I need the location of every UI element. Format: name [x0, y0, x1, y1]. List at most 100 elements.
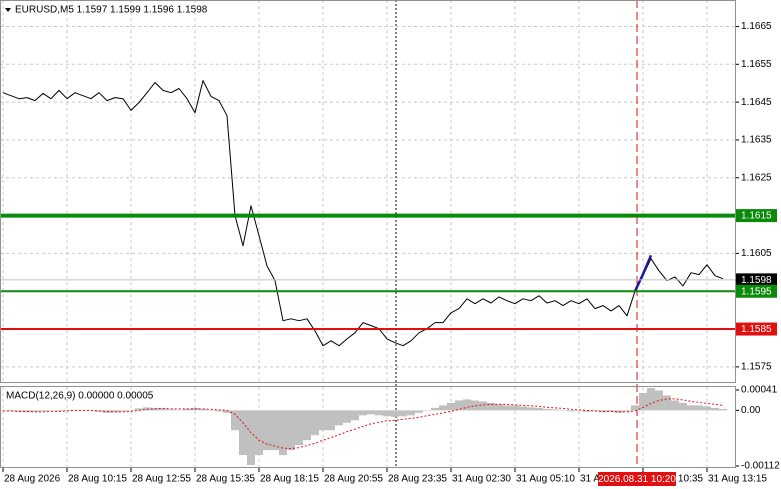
macd-bar [175, 409, 183, 411]
macd-bar [255, 410, 263, 456]
macd-bar [591, 410, 599, 412]
dropdown-icon[interactable] [5, 8, 11, 12]
macd-bar [367, 410, 375, 415]
macd-bar [127, 409, 135, 411]
macd-bar [351, 410, 359, 421]
y-tick-label: 1.1605 [741, 248, 772, 259]
macd-bar [567, 410, 575, 412]
macd-bar [719, 408, 727, 411]
macd-bar [495, 404, 503, 411]
level-label-box [736, 322, 777, 336]
macd-bar [55, 410, 63, 412]
plot-layer [0, 80, 735, 466]
macd-bar [295, 410, 303, 446]
macd-bar [359, 410, 367, 416]
macd-bar [471, 400, 479, 411]
x-tick-label: 28 Aug 10:15 [68, 474, 127, 485]
x-tick-label: 28 Aug 20:55 [324, 474, 383, 485]
macd-bar [535, 407, 543, 411]
macd-frame [0, 386, 736, 468]
macd-bar [439, 405, 447, 411]
x-tick-label: 28 Aug 18:15 [260, 474, 319, 485]
macd-bar [143, 407, 151, 411]
macd-bar [575, 410, 583, 411]
macd-bar [7, 410, 15, 412]
time-marker-label: 2026.08.31 10:20 [598, 474, 676, 485]
price-line [633, 254, 653, 292]
macd-bar [319, 410, 327, 431]
macd-bar [583, 410, 591, 412]
macd-bar [551, 409, 559, 411]
macd-bar [671, 400, 679, 411]
macd-bar [663, 395, 671, 411]
macd-bar [527, 407, 535, 411]
macd-bar [247, 410, 255, 466]
macd-bar [215, 410, 223, 412]
y-tick-label: 1.1665 [741, 21, 772, 32]
level-label: 1.1595 [741, 286, 772, 297]
level-label-box [736, 273, 777, 287]
macd-bar [511, 405, 519, 411]
macd-bar [199, 408, 207, 411]
macd-bar [431, 407, 439, 411]
x-tick-label: 31 Aug 13:15 [708, 474, 767, 485]
main-frame [0, 0, 736, 383]
macd-bar [327, 410, 335, 431]
macd-bar [623, 410, 631, 412]
macd-bar [711, 407, 719, 411]
macd-bar [559, 410, 567, 411]
macd-bar [279, 410, 287, 456]
macd-bar [39, 410, 47, 412]
macd-bar [407, 410, 415, 416]
macd-bar [311, 410, 319, 436]
macd-bar [447, 402, 455, 411]
macd-bar [303, 410, 311, 441]
macd-bar [287, 410, 295, 451]
level-label: 1.1615 [741, 211, 772, 222]
macd-bar [231, 410, 239, 431]
macd-bar [383, 410, 391, 417]
macd-bar [135, 408, 143, 411]
macd-bar [239, 410, 247, 456]
macd-bar [47, 410, 55, 411]
macd-bar [519, 406, 527, 411]
x-tick-label: 31 Aug 05:10 [516, 474, 575, 485]
chart-title: EURUSD,M5 1.1597 1.1599 1.1596 1.1598 [15, 5, 208, 16]
level-label: 1.1585 [741, 324, 772, 335]
macd-bar [639, 392, 647, 411]
macd-bar [31, 410, 39, 412]
macd-bar [335, 410, 343, 426]
macd-bar [687, 405, 695, 411]
macd-bar [655, 390, 663, 411]
x-tick-label: 28 Aug 23:35 [388, 474, 447, 485]
macd-bar [223, 410, 231, 413]
macd-bar [679, 402, 687, 411]
macd-title: MACD(12,26,9) 0.00000 0.00005 [6, 391, 154, 402]
y-tick-label: 1.1655 [741, 59, 772, 70]
y-tick-label: 1.1625 [741, 172, 772, 183]
macd-bar [119, 410, 127, 412]
x-tick-label: 28 Aug 2026 [4, 474, 61, 485]
macd-bar [599, 410, 607, 413]
macd-bar [463, 399, 471, 411]
x-tick-label: 31 A [580, 474, 600, 485]
y-tick-label: 1.1645 [741, 97, 772, 108]
macd-bar [543, 408, 551, 411]
level-label: 1.1598 [741, 275, 772, 286]
label-layer: 28 Aug 2026 28 Aug 10:15 28 Aug 12:55 28 Au… [4, 21, 780, 486]
macd-bar [183, 408, 191, 411]
x-tick-label: 28 Aug 15:35 [196, 474, 255, 485]
macd-bar [607, 410, 615, 412]
macd-bar [375, 410, 383, 416]
macd-bar [487, 402, 495, 411]
y-tick-label: 0.00 [741, 405, 761, 416]
macd-bar [503, 405, 511, 411]
macd-bar [647, 388, 655, 411]
macd-bar [159, 408, 167, 411]
y-tick-label: 1.1635 [741, 135, 772, 146]
macd-bar [167, 409, 175, 411]
macd-bar [631, 405, 639, 411]
macd-bar [391, 410, 399, 417]
